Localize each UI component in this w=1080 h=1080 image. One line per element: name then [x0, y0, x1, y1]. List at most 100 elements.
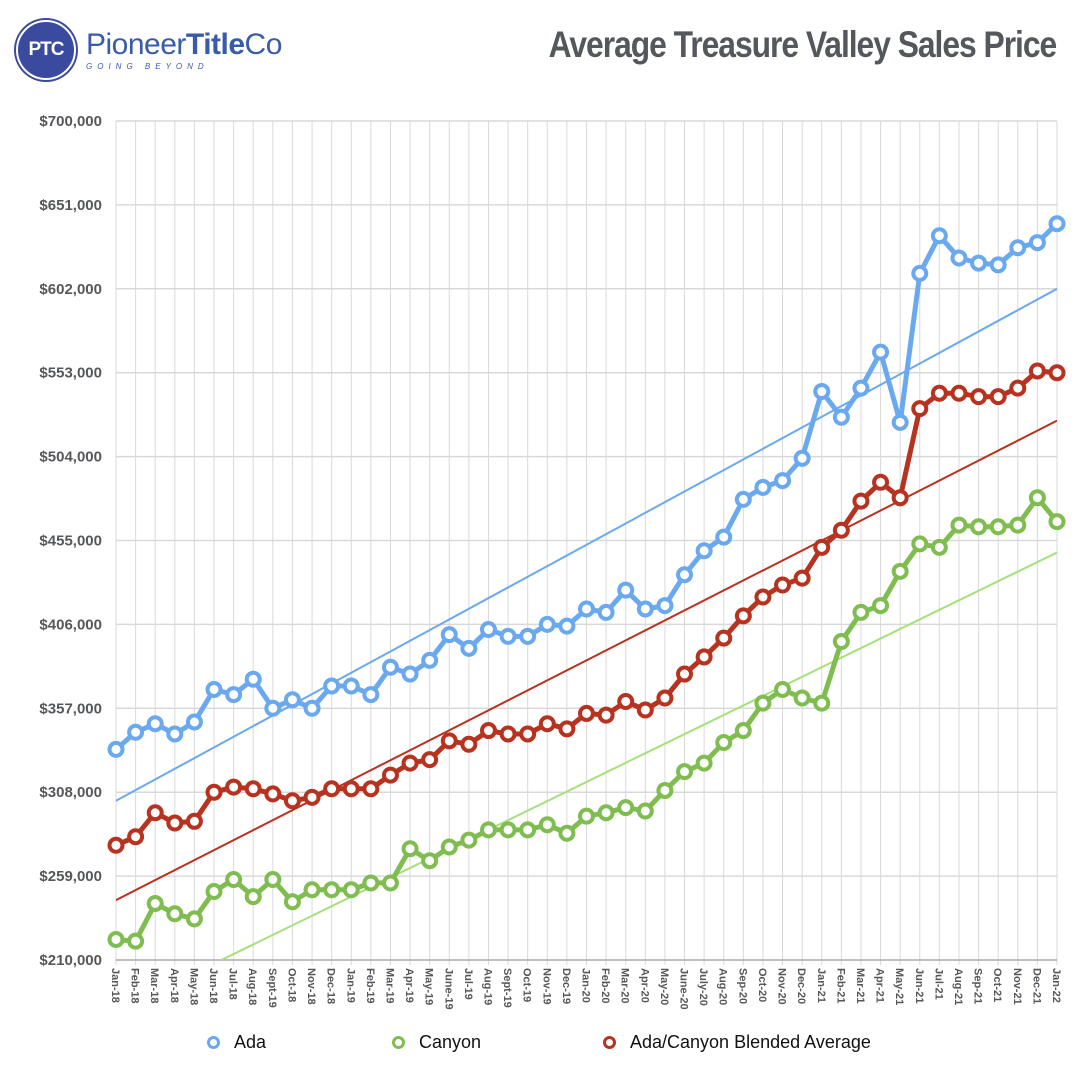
- data-point-ada: [597, 603, 615, 621]
- logo-name-suffix: Co: [244, 27, 283, 61]
- legend-item-canyon[interactable]: Canyon: [392, 1032, 481, 1053]
- y-tick-label: $406,000: [39, 616, 102, 633]
- x-tick-label: Feb-19: [364, 968, 376, 1003]
- data-point-ada-canyon-blended-average: [989, 388, 1007, 406]
- data-point-ada: [499, 627, 517, 645]
- data-point-canyon: [872, 597, 890, 615]
- data-point-ada-canyon-blended-average: [538, 715, 556, 733]
- x-tick-label: Mar-19: [383, 968, 395, 1003]
- x-tick-label: July-20: [697, 968, 709, 1006]
- data-point-ada: [715, 528, 733, 546]
- data-point-ada: [656, 597, 674, 615]
- x-tick-label: June-20: [678, 968, 690, 1010]
- data-point-ada: [872, 343, 890, 361]
- x-axis-ticks: Jan-18 Feb-18 Mar-18 Apr-18 May-18 Jun-18 Jul-…: [109, 968, 1062, 1010]
- data-point-ada-canyon-blended-average: [891, 489, 909, 507]
- data-point-canyon: [813, 694, 831, 712]
- x-tick-label: Feb-18: [129, 968, 141, 1003]
- data-point-ada: [832, 408, 850, 426]
- data-point-canyon: [891, 562, 909, 580]
- data-point-ada: [617, 581, 635, 599]
- data-point-ada: [578, 600, 595, 618]
- y-tick-label: $455,000: [39, 533, 102, 550]
- legend-label: Ada: [234, 1032, 267, 1052]
- y-tick-label: $651,000: [39, 197, 102, 214]
- data-point-canyon: [127, 932, 145, 950]
- x-tick-label: Nov-18: [305, 968, 317, 1005]
- data-point-canyon: [734, 722, 752, 740]
- y-tick-label: $553,000: [39, 365, 102, 382]
- data-point-ada: [166, 725, 184, 743]
- x-tick-label: Jul-18: [227, 968, 239, 1000]
- y-tick-label: $700,000: [39, 113, 102, 130]
- y-tick-label: $210,000: [39, 952, 102, 969]
- data-point-ada: [970, 254, 988, 272]
- data-point-ada: [283, 691, 301, 709]
- legend-label: Ada/Canyon Blended Average: [630, 1032, 871, 1052]
- x-tick-label: Dec-18: [325, 968, 337, 1004]
- data-point-ada-canyon-blended-average: [146, 804, 164, 822]
- data-point-ada: [225, 686, 243, 704]
- data-point-canyon: [793, 689, 811, 707]
- x-tick-label: Jul-19: [462, 968, 474, 1000]
- data-point-ada: [460, 639, 478, 657]
- data-point-canyon: [911, 535, 929, 553]
- x-tick-label: Aug-18: [246, 968, 258, 1005]
- series-ada: [107, 215, 1066, 758]
- logo-name: PioneerTitleCo: [86, 27, 283, 61]
- x-tick-label: Mar-20: [619, 968, 631, 1003]
- data-point-ada: [421, 651, 439, 669]
- x-tick-label: Apr-21: [874, 968, 886, 1003]
- x-tick-label: Oct-20: [756, 968, 768, 1002]
- data-point-ada: [774, 472, 792, 490]
- data-point-ada: [107, 740, 125, 758]
- data-point-ada-canyon-blended-average: [754, 588, 772, 606]
- data-point-canyon: [695, 754, 713, 772]
- legend-item-blended[interactable]: Ada/Canyon Blended Average: [603, 1032, 871, 1053]
- x-tick-label: Apr-19: [403, 968, 415, 1003]
- data-point-canyon: [381, 874, 399, 892]
- logo-tagline: GOING BEYOND: [86, 61, 209, 71]
- x-tick-label: Nov-20: [776, 968, 788, 1005]
- data-point-canyon: [401, 840, 419, 858]
- x-tick-label: Jan-18: [109, 968, 121, 1003]
- legend-item-ada[interactable]: Ada: [207, 1032, 266, 1053]
- logo-name-regular: Pioneer: [86, 27, 186, 61]
- data-point-ada-canyon-blended-average: [950, 384, 968, 402]
- data-point-canyon: [440, 838, 458, 856]
- y-tick-label: $259,000: [39, 868, 102, 885]
- data-point-ada-canyon-blended-average: [793, 569, 811, 587]
- data-point-ada-canyon-blended-average: [578, 704, 595, 722]
- x-tick-label: Mar-21: [854, 968, 866, 1003]
- data-point-ada-canyon-blended-average: [264, 785, 282, 803]
- x-tick-label: Jan-21: [815, 968, 827, 1003]
- data-point-ada-canyon-blended-average: [283, 792, 301, 810]
- data-point-canyon: [597, 804, 615, 822]
- x-tick-label: Sept-19: [266, 968, 278, 1008]
- data-point-canyon: [107, 930, 125, 948]
- data-point-ada: [323, 677, 341, 695]
- data-point-ada: [950, 249, 968, 267]
- line-chart: $210,000 $259,000 $308,000 $357,000 $406,000…: [39, 113, 1066, 1010]
- data-point-ada: [146, 715, 164, 733]
- data-point-ada: [695, 542, 713, 560]
- data-point-canyon: [774, 680, 792, 698]
- data-point-canyon: [538, 816, 556, 834]
- data-point-ada: [558, 617, 576, 635]
- data-point-canyon: [460, 831, 478, 849]
- data-point-canyon: [362, 874, 380, 892]
- data-point-canyon: [519, 821, 537, 839]
- y-axis-ticks: $210,000 $259,000 $308,000 $357,000 $406,000…: [39, 113, 102, 969]
- data-point-canyon: [754, 694, 772, 712]
- data-point-canyon: [578, 807, 595, 825]
- data-point-canyon: [656, 781, 674, 799]
- legend-label: Canyon: [419, 1032, 482, 1052]
- data-point-ada: [793, 449, 811, 467]
- data-point-ada: [891, 413, 909, 431]
- series-canyon: [107, 489, 1066, 950]
- data-point-ada-canyon-blended-average: [107, 836, 125, 854]
- data-point-canyon: [1028, 489, 1046, 507]
- x-tick-label: May-21: [893, 968, 905, 1005]
- data-point-ada-canyon-blended-average: [734, 607, 752, 625]
- data-point-ada: [734, 490, 752, 508]
